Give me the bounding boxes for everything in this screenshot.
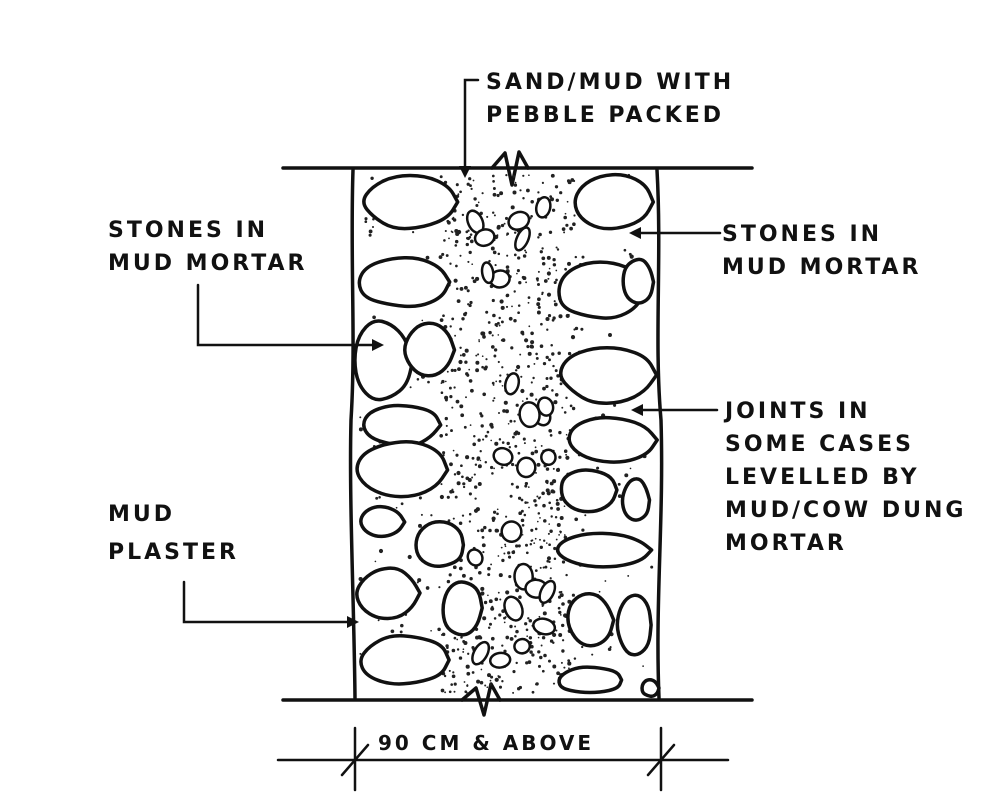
arrowhead-right-stones bbox=[629, 227, 641, 239]
arrowhead-left-stones bbox=[372, 339, 384, 351]
pebble bbox=[540, 448, 557, 467]
stone-block bbox=[359, 504, 407, 539]
pebble bbox=[473, 228, 496, 248]
arrowhead-joints bbox=[631, 404, 643, 416]
stone-block bbox=[615, 593, 653, 657]
stone-block bbox=[353, 319, 415, 402]
stone-block bbox=[555, 531, 654, 569]
stone-block bbox=[357, 256, 452, 309]
pebble bbox=[534, 195, 552, 219]
wall-left-face bbox=[348, 168, 357, 700]
stone-block bbox=[403, 321, 457, 378]
stone-block bbox=[573, 172, 656, 231]
stone-block bbox=[621, 257, 656, 305]
pebble bbox=[500, 520, 523, 543]
leader-plaster bbox=[182, 580, 352, 624]
pebble bbox=[514, 226, 531, 252]
stone-blocks bbox=[353, 172, 661, 699]
leader-left-stones bbox=[196, 283, 377, 347]
pebble bbox=[513, 637, 532, 655]
label-stones-right: STONES IN MUD MORTAR bbox=[722, 222, 922, 280]
pebble bbox=[480, 261, 495, 285]
pebble bbox=[516, 456, 537, 479]
stone-block bbox=[355, 566, 422, 621]
pebble bbox=[532, 617, 557, 636]
stone-block bbox=[558, 346, 659, 405]
pebble bbox=[492, 446, 514, 467]
top-break-symbol bbox=[490, 150, 530, 187]
pebble bbox=[488, 651, 512, 669]
stone-block bbox=[355, 440, 450, 499]
label-stones-left: STONES IN MUD MORTAR bbox=[108, 218, 308, 276]
stone-block bbox=[567, 415, 659, 464]
bottom-break-symbol bbox=[460, 682, 502, 717]
pebble bbox=[538, 579, 557, 605]
pebble bbox=[503, 372, 521, 396]
pebble bbox=[518, 401, 541, 429]
label-mud-plaster: MUD PLASTER bbox=[108, 502, 239, 565]
stone-block bbox=[620, 477, 652, 522]
stone-block bbox=[566, 592, 616, 648]
pebble bbox=[503, 595, 524, 622]
stone-block bbox=[559, 468, 619, 514]
stone-block bbox=[362, 173, 460, 231]
stone-block bbox=[640, 678, 661, 699]
label-joints: JOINTS IN SOME CASES LEVELLED BY MUD/COW… bbox=[725, 399, 967, 556]
stone-block bbox=[362, 403, 443, 448]
label-thickness: 90 CM & ABOVE bbox=[378, 731, 595, 755]
stone-block bbox=[414, 520, 466, 569]
pebble bbox=[471, 640, 491, 666]
stone-block bbox=[557, 665, 624, 695]
pebble bbox=[466, 548, 484, 567]
arrowhead-plaster bbox=[347, 616, 359, 628]
stone-block bbox=[441, 580, 484, 637]
dimension-tick-left bbox=[340, 743, 370, 777]
stone-block bbox=[359, 634, 451, 686]
mortar-speckle-texture bbox=[358, 173, 654, 695]
arrowhead-top-fill bbox=[459, 166, 471, 178]
wall-right-face bbox=[655, 168, 664, 700]
dimension-tick-right bbox=[646, 743, 676, 777]
leader-top-fill bbox=[463, 78, 480, 172]
label-sand-mud-pebble: SAND/MUD WITH PEBBLE PACKED bbox=[486, 70, 735, 128]
